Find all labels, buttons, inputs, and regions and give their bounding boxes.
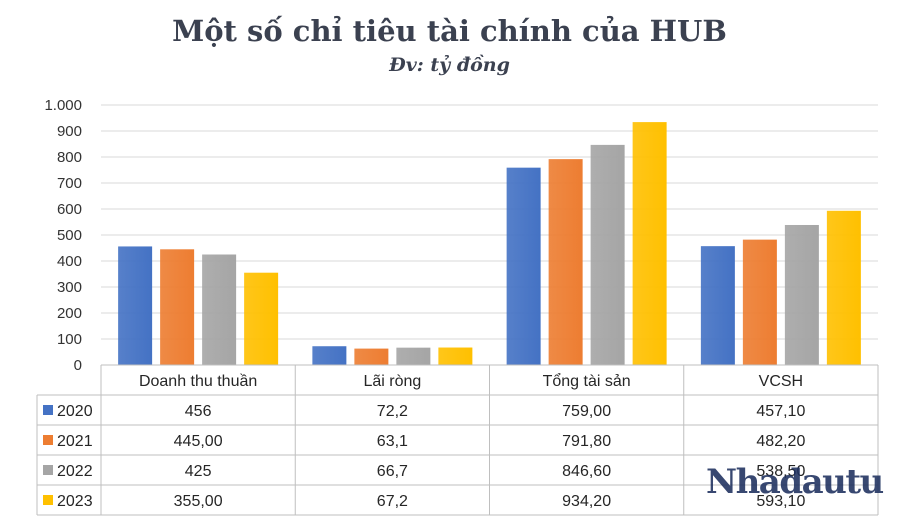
bar: [632, 122, 667, 365]
y-tick-label: 300: [57, 279, 82, 296]
bar: [700, 246, 735, 365]
x-category-label: VCSH: [759, 373, 803, 390]
bar: [590, 144, 625, 365]
legend-label: 2020: [57, 403, 93, 420]
x-category-label: Lãi ròng: [363, 373, 421, 390]
bar: [118, 246, 153, 365]
data-label: 445,00: [174, 433, 223, 450]
legend-label: 2023: [57, 493, 93, 510]
legend-key: [43, 465, 53, 475]
bar: [354, 348, 389, 365]
legend-key: [43, 405, 53, 415]
chart-subtitle: Đv: tỷ đồng: [389, 54, 510, 76]
bar: [548, 159, 583, 365]
y-tick-label: 500: [57, 227, 82, 244]
y-tick-label: 600: [57, 201, 82, 218]
data-label: 67,2: [377, 493, 408, 510]
data-label: 538,50: [756, 463, 805, 480]
data-label: 72,2: [377, 403, 408, 420]
bar: [244, 272, 279, 365]
x-category-label: Doanh thu thuần: [139, 373, 257, 390]
y-tick-label: 700: [57, 175, 82, 192]
data-label: 63,1: [377, 433, 408, 450]
data-label: 759,00: [562, 403, 611, 420]
x-category-label: Tổng tài sản: [543, 372, 631, 390]
chart-title: Một số chỉ tiêu tài chính của HUB: [172, 14, 727, 48]
y-tick-label: 1.000: [44, 97, 82, 114]
data-label: 425: [185, 463, 212, 480]
bar: [160, 249, 195, 365]
y-tick-label: 900: [57, 123, 82, 140]
y-tick-label: 0: [74, 357, 82, 374]
data-label: 355,00: [174, 493, 223, 510]
legend-key: [43, 495, 53, 505]
bar: [506, 167, 541, 365]
bar: [826, 210, 861, 365]
bar: [784, 224, 819, 365]
y-tick-label: 200: [57, 305, 82, 322]
data-label: 456: [185, 403, 212, 420]
bar: [438, 347, 473, 365]
legend-key: [43, 435, 53, 445]
data-label: 846,60: [562, 463, 611, 480]
data-label: 934,20: [562, 493, 611, 510]
data-label: 791,80: [562, 433, 611, 450]
watermark-logo: Nhadautu: [706, 462, 884, 502]
legend-label: 2022: [57, 463, 93, 480]
bar: [396, 347, 431, 365]
y-tick-label: 100: [57, 331, 82, 348]
data-label: 482,20: [756, 433, 805, 450]
y-tick-label: 800: [57, 149, 82, 166]
bar: [742, 239, 777, 365]
data-label: 593,10: [756, 493, 805, 510]
data-label: 457,10: [756, 403, 805, 420]
bar: [312, 346, 347, 365]
y-tick-label: 400: [57, 253, 82, 270]
legend-label: 2021: [57, 433, 93, 450]
data-label: 66,7: [377, 463, 408, 480]
bar: [202, 254, 237, 365]
